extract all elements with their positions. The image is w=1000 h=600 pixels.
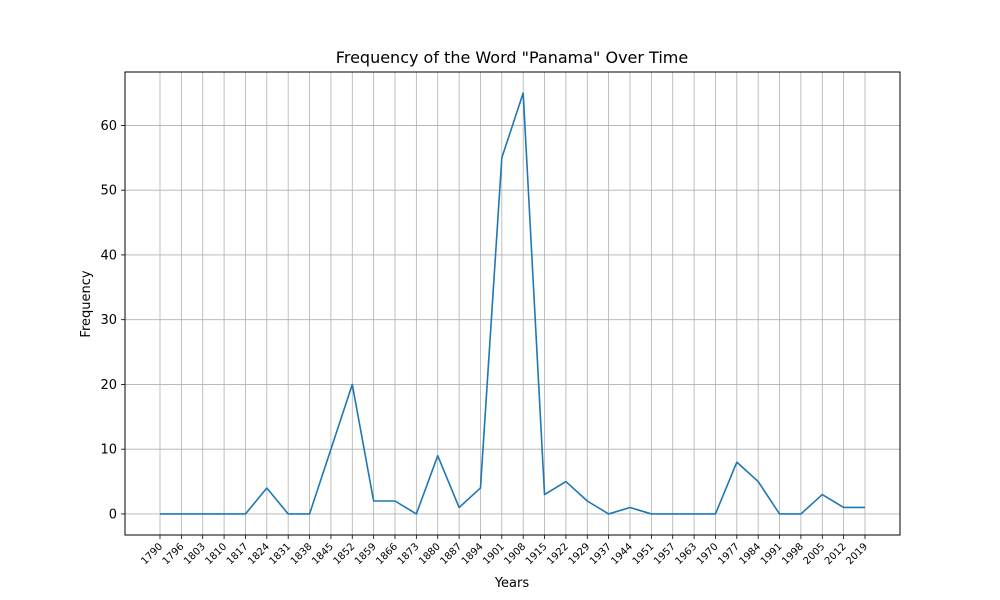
x-tick-label: 2012	[823, 541, 849, 567]
x-tick-label: 1901	[481, 541, 507, 567]
x-tick-label: 1908	[503, 541, 529, 567]
tick-labels: 1790179618031810181718241831183818451852…	[100, 119, 870, 567]
x-tick-label: 1915	[524, 541, 550, 567]
x-tick-label: 1998	[780, 541, 806, 567]
x-tick-label: 1887	[438, 541, 464, 567]
x-tick-label: 1845	[310, 541, 336, 567]
y-tick-label: 10	[100, 443, 117, 458]
y-tick-label: 0	[109, 507, 117, 522]
y-tick-label: 50	[100, 184, 117, 199]
x-tick-label: 1790	[139, 541, 165, 567]
y-axis-label: Frequency	[79, 270, 94, 337]
x-tick-label: 1937	[588, 541, 614, 567]
x-tick-label: 1929	[567, 541, 593, 567]
x-tick-label: 2019	[844, 541, 870, 567]
y-tick-label: 30	[100, 313, 117, 328]
x-tick-label: 1963	[673, 541, 699, 567]
x-tick-label: 2005	[802, 541, 828, 567]
x-tick-label: 1831	[268, 541, 294, 567]
x-tick-label: 1951	[631, 541, 657, 567]
x-tick-label: 1873	[396, 541, 422, 567]
x-tick-label: 1984	[738, 541, 764, 567]
y-tick-label: 20	[100, 378, 117, 393]
x-tick-label: 1880	[417, 541, 443, 567]
x-tick-label: 1852	[332, 541, 358, 567]
x-tick-label: 1817	[225, 541, 251, 567]
x-tick-label: 1810	[203, 541, 229, 567]
x-tick-label: 1838	[289, 541, 315, 567]
x-tick-label: 1803	[182, 541, 208, 567]
series-layer	[160, 92, 865, 515]
x-tick-label: 1957	[652, 541, 678, 567]
x-tick-label: 1894	[460, 541, 486, 567]
x-tick-label: 1922	[545, 541, 571, 567]
series-line	[160, 92, 865, 515]
y-tick-label: 60	[100, 119, 117, 134]
x-tick-label: 1866	[374, 541, 400, 567]
x-tick-label: 1991	[759, 541, 785, 567]
chart-title: Frequency of the Word "Panama" Over Time	[336, 48, 688, 67]
x-axis-label: Years	[494, 576, 530, 591]
tick-marks	[121, 125, 866, 539]
y-tick-label: 40	[100, 248, 117, 263]
grid-lines	[125, 72, 900, 535]
x-tick-label: 1944	[609, 541, 635, 567]
x-tick-label: 1970	[695, 541, 721, 567]
plot-area-frame	[124, 71, 901, 536]
x-tick-label: 1796	[161, 541, 187, 567]
x-tick-label: 1859	[353, 541, 379, 567]
x-tick-label: 1977	[716, 541, 742, 567]
x-tick-label: 1824	[246, 541, 272, 567]
